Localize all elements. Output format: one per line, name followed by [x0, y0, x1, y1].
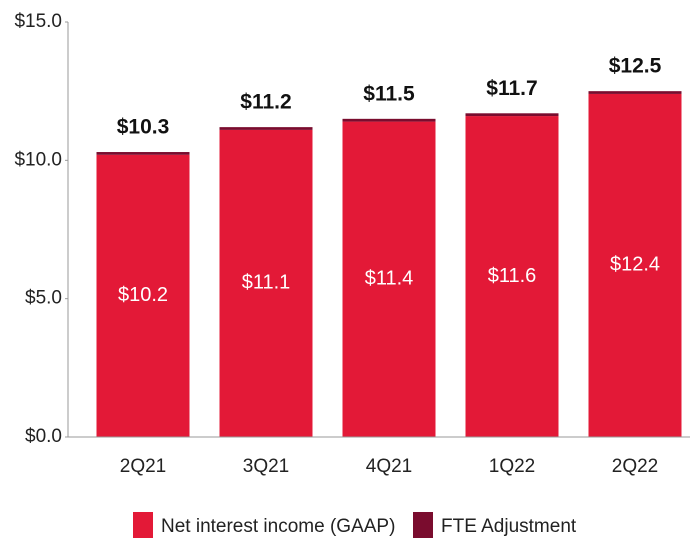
bar-segment [465, 116, 559, 438]
bar-segment [96, 154, 190, 438]
bar-segment [588, 91, 682, 94]
x-tick-label: 2Q21 [120, 456, 166, 477]
bar-segment [588, 93, 682, 437]
bar-segment [342, 118, 436, 122]
total-label: $10.3 [117, 116, 170, 139]
y-tick-label: $10.0 [14, 149, 62, 170]
bar-segment [342, 121, 436, 437]
total-label: $12.5 [609, 55, 662, 78]
legend-swatch [413, 512, 433, 538]
bar-segment [219, 129, 313, 437]
y-tick-label: $0.0 [25, 426, 62, 447]
x-tick-label: 1Q22 [489, 456, 535, 477]
bar-value-label: $10.2 [118, 284, 168, 306]
bar-value-label: $11.6 [488, 265, 537, 287]
bar-value-label: $11.1 [242, 272, 291, 294]
legend-swatch [133, 512, 153, 538]
x-tick-label: 3Q21 [243, 456, 289, 477]
x-tick-label: 4Q21 [366, 456, 412, 477]
bar-segment [96, 152, 190, 155]
bar-segment [219, 127, 313, 130]
y-tick-label: $15.0 [14, 11, 62, 32]
legend-label: Net interest income (GAAP) [161, 516, 395, 537]
legend-label: FTE Adjustment [441, 516, 577, 537]
total-label: $11.7 [486, 77, 537, 100]
bar-value-label: $11.4 [365, 268, 414, 290]
total-label: $11.5 [363, 82, 415, 105]
bar-value-label: $12.4 [610, 254, 660, 276]
bar-segment [465, 113, 559, 117]
total-label: $11.2 [240, 91, 291, 114]
x-tick-label: 2Q22 [612, 456, 658, 477]
y-tick-label: $5.0 [25, 288, 62, 309]
